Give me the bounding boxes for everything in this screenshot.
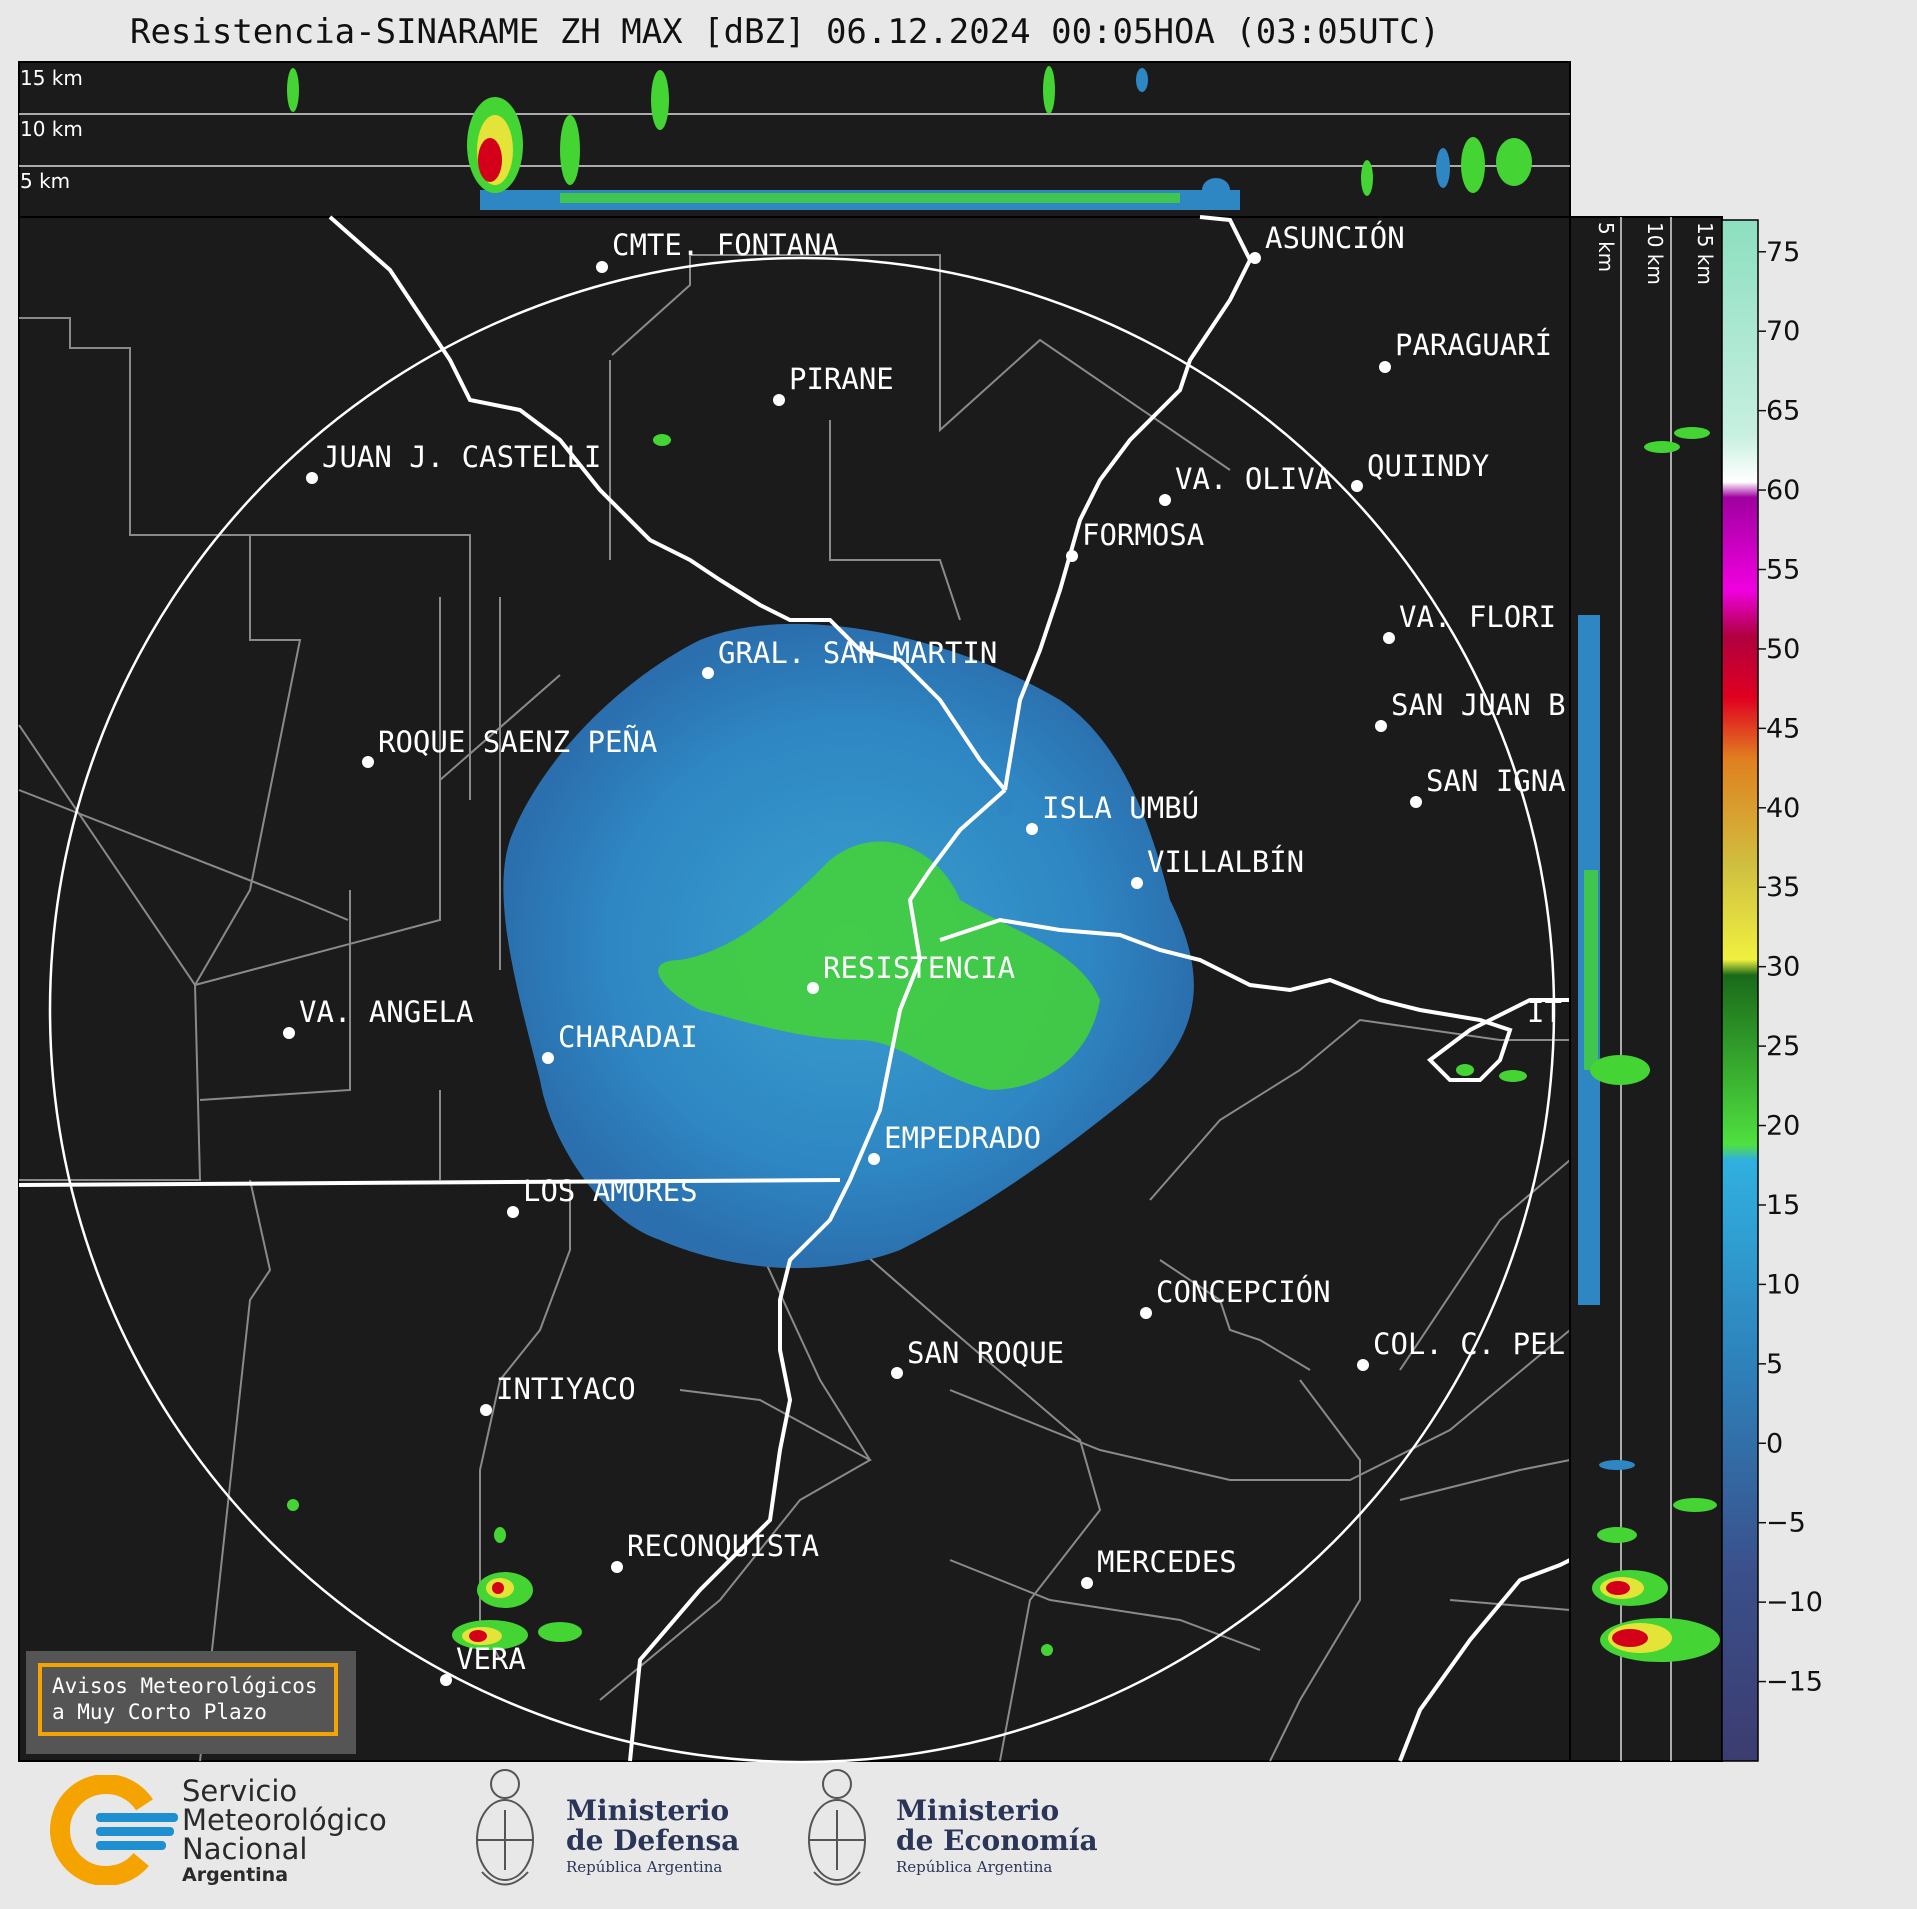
colorbar-tick-label: 65 (1766, 396, 1800, 427)
city-label-va-florida: VA. FLORI (1399, 600, 1556, 634)
colorbar-tick-label: 10 (1766, 1269, 1800, 1300)
chart-title: Resistencia-SINARAME ZH MAX [dBZ] 06.12.… (129, 12, 1441, 52)
colorbar-tick-label: 0 (1766, 1428, 1783, 1459)
defensa-logo-text: Ministerio de Defensa República Argentin… (566, 1796, 739, 1878)
map-panel: CMTE. FONTANA ASUNCIÓN PARAGUARÍ PIRANE … (18, 215, 1571, 1764)
city-label-paraguari: PARAGUARÍ (1395, 328, 1552, 362)
notice-box: Avisos Meteorológicos a Muy Corto Plazo (26, 1651, 356, 1754)
defensa-line-1: Ministerio (566, 1794, 730, 1827)
city-label-asuncion: ASUNCIÓN (1265, 221, 1405, 255)
city-label-va-angela: VA. ANGELA (299, 995, 474, 1029)
admin-borders (18, 254, 1571, 1762)
vera-storm-cells (287, 434, 1527, 1656)
colorbar-tick-label: 35 (1766, 872, 1800, 903)
economia-line-1: Ministerio (896, 1794, 1060, 1827)
colorbar-tick-label: 15 (1766, 1190, 1800, 1221)
smn-line-2: Meteorológico (182, 1803, 387, 1837)
side-profile-panel: 5 km 10 km 15 km (1569, 216, 1723, 1762)
city-label-isla-umbu: ISLA UMBÚ (1042, 791, 1199, 825)
city-label-va-oliva: VA. OLIVA (1175, 462, 1332, 496)
economia-line-2: de Economía (896, 1824, 1098, 1857)
colorbar-tick-label: −5 (1766, 1508, 1806, 1539)
smn-line-1: Servicio (182, 1774, 298, 1808)
city-label-gral-san-martin: GRAL. SAN MARTIN (718, 636, 997, 670)
city-label-vera: VERA (456, 1642, 526, 1676)
city-markers (283, 252, 1422, 1686)
economia-logo-text: Ministerio de Economía República Argenti… (896, 1796, 1098, 1878)
city-label-col-pellegrini: COL. C. PEL (1373, 1327, 1565, 1361)
top-profile-panel: 15 km 10 km 5 km (18, 61, 1571, 218)
city-label-formosa: FORMOSA (1082, 518, 1204, 552)
side-alt-label-5: 5 km (1594, 222, 1618, 272)
city-label-resistencia: RESISTENCIA (823, 951, 1015, 985)
colorbar-tick-label: 45 (1766, 713, 1800, 744)
colorbar-tick-label: 20 (1766, 1111, 1800, 1142)
colorbar-tick-label: 40 (1766, 793, 1800, 824)
city-label-mercedes: MERCEDES (1097, 1545, 1237, 1579)
economia-line-3: República Argentina (896, 1858, 1053, 1876)
colorbar-tick-label: 55 (1766, 555, 1800, 586)
colorbar-tick-label: 75 (1766, 237, 1800, 268)
colorbar-tick-label: 50 (1766, 634, 1800, 665)
city-label-charadai: CHARADAI (558, 1020, 698, 1054)
side-alt-label-10: 10 km (1643, 222, 1667, 285)
smn-line-3: Nacional (182, 1832, 308, 1866)
city-label-itati: IT (1527, 995, 1562, 1029)
colorbar-tick-label: −15 (1766, 1667, 1823, 1698)
top-alt-label-5: 5 km (20, 169, 70, 193)
national-borders (18, 215, 1571, 1762)
top-alt-label-10: 10 km (20, 117, 83, 141)
top-alt-label-15: 15 km (20, 66, 83, 90)
city-label-cmte-fontana: CMTE. FONTANA (612, 228, 839, 262)
city-label-los-amores: LOS AMORES (523, 1174, 698, 1208)
colorbar-gradient (1721, 219, 1759, 1762)
colorbar-tick-label: 30 (1766, 952, 1800, 983)
city-label-intiyaco: INTIYACO (496, 1372, 636, 1406)
coat-of-arms-defensa-icon (476, 1769, 534, 1886)
city-label-empedrado: EMPEDRADO (884, 1121, 1041, 1155)
colorbar-tick-label: 70 (1766, 316, 1800, 347)
side-alt-label-15: 15 km (1693, 222, 1717, 285)
city-label-juan-castelli: JUAN J. CASTELLI (322, 440, 601, 474)
notice-line-1: Avisos Meteorológicos (52, 1674, 318, 1698)
city-label-san-juan: SAN JUAN B (1391, 688, 1566, 722)
colorbar-tick-label: −10 (1766, 1587, 1823, 1618)
radar-echo (503, 623, 1194, 1269)
city-label-villalbin: VILLALBÍN (1147, 845, 1304, 879)
colorbar-tick-label: 5 (1766, 1349, 1783, 1380)
city-label-pirane: PIRANE (789, 362, 894, 396)
city-label-san-ignacio: SAN IGNA (1426, 764, 1566, 798)
defensa-line-3: República Argentina (566, 1858, 723, 1876)
notice-box-border: Avisos Meteorológicos a Muy Corto Plazo (38, 1663, 338, 1736)
smn-line-4: Argentina (182, 1864, 289, 1886)
coat-of-arms-economia-icon (808, 1769, 866, 1886)
city-label-concepcion: CONCEPCIÓN (1156, 1275, 1331, 1309)
smn-logo-icon (50, 1775, 178, 1885)
city-labels: CMTE. FONTANA ASUNCIÓN PARAGUARÍ PIRANE … (299, 221, 1566, 1676)
range-ring (48, 256, 1556, 1764)
defensa-line-2: de Defensa (566, 1824, 740, 1857)
colorbar-tick-label: 60 (1766, 475, 1800, 506)
notice-line-2: a Muy Corto Plazo (52, 1700, 267, 1724)
smn-logo-text: Servicio Meteorológico Nacional Argentin… (182, 1774, 387, 1887)
city-label-reconquista: RECONQUISTA (627, 1529, 819, 1563)
city-label-san-roque: SAN ROQUE (907, 1336, 1064, 1370)
city-label-quiindy: QUIINDY (1367, 449, 1489, 483)
city-label-roque-saenz-pena: ROQUE SAENZ PEÑA (378, 725, 657, 759)
colorbar-tick-label: 25 (1766, 1031, 1800, 1062)
